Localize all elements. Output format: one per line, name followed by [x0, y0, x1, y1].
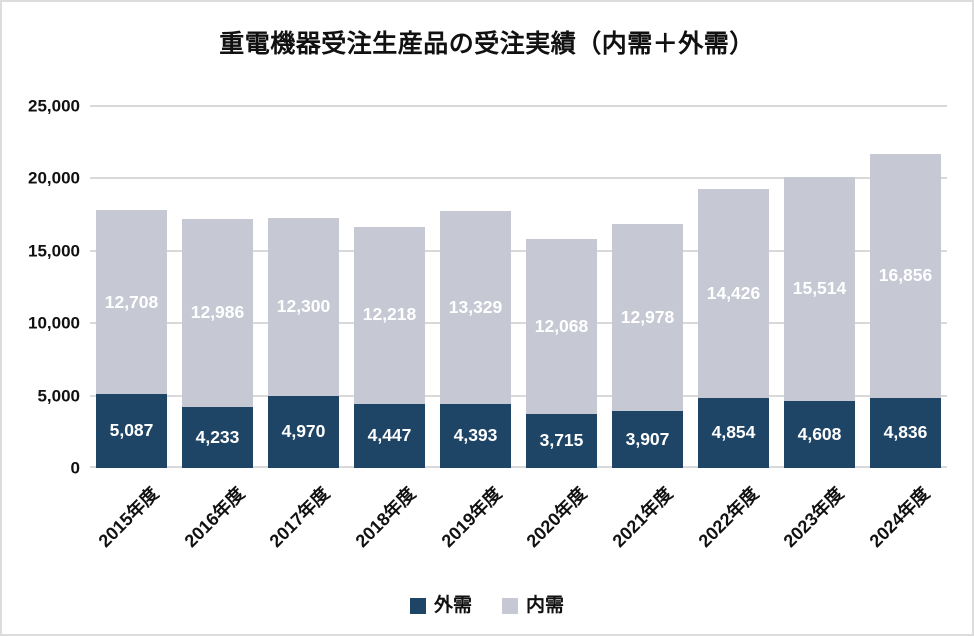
y-axis-tick-label: 15,000 — [28, 241, 80, 261]
legend-label: 外需 — [433, 595, 472, 616]
bar-segment-内需: 12,300 — [268, 217, 339, 397]
x-label-anchor: 2024年度 — [800, 483, 934, 551]
bar-segment-外需: 4,836 — [870, 397, 941, 468]
chart-title: 重電機器受注生産品の受注実績（内需＋外需） — [219, 30, 755, 58]
bar-segment-内需: 12,986 — [182, 218, 253, 407]
bar-segment-内需: 16,856 — [870, 153, 941, 398]
bar-segment-外需: 4,233 — [182, 406, 253, 468]
bar-value-label: 4,970 — [281, 421, 326, 442]
bars-row: 12,708 5,087 12,986 4,233 12,300 4,970 12,218 4… — [90, 106, 947, 468]
y-axis: 25,000 20,000 15,000 10,000 5,000 0 — [2, 98, 80, 477]
bar-value-label: 12,218 — [362, 304, 417, 325]
legend-item-外需: 外需 — [409, 595, 472, 616]
bar-value-label: 3,907 — [625, 428, 670, 449]
bar-value-label: 16,856 — [878, 265, 933, 286]
bar-segment-外需: 3,907 — [612, 411, 683, 468]
gridline — [90, 466, 947, 468]
bar-value-label: 15,514 — [792, 278, 847, 299]
bar-segment-外需: 4,393 — [440, 404, 511, 468]
bar-value-label: 4,393 — [453, 425, 498, 446]
bar-value-label: 4,854 — [711, 422, 756, 443]
bar-segment-外需: 4,447 — [354, 403, 425, 468]
bar-2020年度: 12,068 3,715 — [526, 106, 597, 468]
y-axis-tick-label: 10,000 — [28, 313, 80, 333]
bar-segment-内需: 13,329 — [440, 211, 511, 405]
bar-2023年度: 15,514 4,608 — [784, 106, 855, 468]
legend-item-内需: 内需 — [502, 596, 564, 615]
bar-segment-内需: 14,426 — [698, 188, 769, 398]
plot-area: 12,708 5,087 12,986 4,233 12,300 4,970 12,218 4… — [90, 105, 947, 468]
bar-segment-内需: 15,514 — [784, 176, 855, 402]
bar-2022年度: 14,426 4,854 — [698, 106, 769, 468]
gridline — [90, 322, 947, 325]
bar-segment-内需: 12,218 — [354, 226, 425, 404]
bar-2015年度: 12,708 5,087 — [96, 106, 167, 468]
bar-value-label: 12,978 — [620, 306, 675, 327]
bar-value-label: 12,300 — [276, 296, 331, 317]
bar-value-label: 12,068 — [534, 316, 589, 337]
bar-value-label: 12,708 — [104, 291, 159, 312]
bar-segment-外需: 4,608 — [784, 401, 855, 468]
bar-value-label: 4,233 — [195, 426, 240, 447]
bar-value-label: 4,608 — [797, 423, 842, 444]
legend: 外需 内需 — [2, 596, 972, 615]
legend-swatch-内需 — [502, 597, 518, 614]
bar-segment-外需: 3,715 — [526, 414, 597, 468]
bar-segment-外需: 5,087 — [96, 394, 167, 468]
gridline — [90, 249, 947, 252]
bar-2019年度: 13,329 4,393 — [440, 106, 511, 468]
bar-2018年度: 12,218 4,447 — [354, 106, 425, 468]
bar-value-label: 3,715 — [539, 430, 584, 451]
bar-value-label: 4,836 — [883, 422, 928, 443]
bar-2016年度: 12,986 4,233 — [182, 106, 253, 468]
y-axis-tick-label: 25,000 — [28, 96, 80, 116]
y-axis-tick-label: 20,000 — [28, 168, 80, 188]
bar-value-label: 13,329 — [448, 297, 503, 318]
gridline — [90, 394, 947, 397]
bar-value-label: 14,426 — [706, 282, 761, 303]
bar-segment-外需: 4,854 — [698, 397, 769, 468]
bar-value-label: 5,087 — [109, 420, 154, 441]
bar-2021年度: 12,978 3,907 — [612, 106, 683, 468]
legend-label: 内需 — [526, 595, 565, 616]
bar-segment-外需: 4,970 — [268, 396, 339, 468]
y-axis-tick-label: 5,000 — [37, 386, 80, 406]
x-axis: 2015年度 2016年度 2017年度 2018年度 2019年度 2020年度 2021… — [90, 480, 947, 588]
bar-segment-内需: 12,708 — [96, 210, 167, 395]
bar-segment-内需: 12,978 — [612, 223, 683, 412]
legend-swatch-外需 — [409, 597, 426, 614]
x-axis-label: 2024年度 — [865, 483, 934, 552]
bar-2024年度: 16,856 4,836 — [870, 106, 941, 468]
bar-value-label: 4,447 — [367, 425, 412, 446]
gridline — [90, 105, 947, 107]
bar-2017年度: 12,300 4,970 — [268, 106, 339, 468]
gridline — [90, 177, 947, 180]
bar-segment-内需: 12,068 — [526, 239, 597, 415]
bar-value-label: 12,986 — [190, 301, 245, 322]
y-axis-tick-label: 0 — [70, 458, 80, 478]
